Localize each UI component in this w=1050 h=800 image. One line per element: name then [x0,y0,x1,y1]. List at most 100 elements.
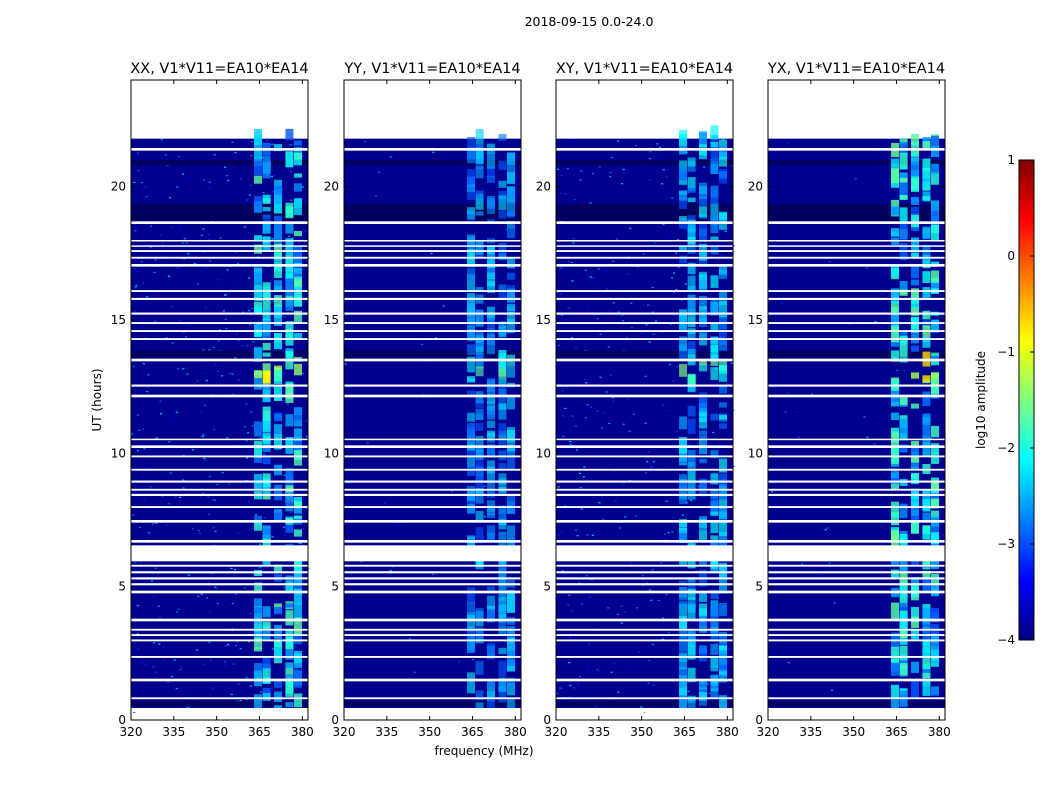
flagged-gap [768,571,945,574]
rfi-streak [699,257,708,265]
noise-pixel [216,483,219,486]
noise-pixel [458,661,461,663]
noise-pixel [707,589,710,591]
noise-pixel [218,350,221,352]
noise-pixel [136,605,139,607]
rfi-streak [498,478,507,495]
y-tick-label: 0 [755,713,763,727]
flagged-gap [131,583,308,586]
noise-pixel [617,311,620,313]
noise-pixel [149,225,153,227]
rfi-streak [719,340,728,351]
colorbar-tick-label: −3 [997,537,1015,551]
rfi-streak [498,567,507,584]
noise-pixel [224,645,228,647]
rfi-streak [687,275,696,291]
noise-pixel [728,686,731,688]
noise-pixel [568,696,572,698]
rfi-streak [719,670,728,676]
rfi-streak [475,190,484,199]
flagged-gap [131,240,308,242]
rfi-streak [475,608,484,619]
rfi-streak [467,412,476,422]
rfi-streak [285,662,294,670]
noise-pixel [571,415,574,417]
rfi-streak [699,679,708,688]
rfi-streak [285,485,294,499]
noise-pixel [647,304,650,306]
noise-pixel [139,526,142,529]
rfi-streak [891,380,900,398]
rfi-streak [274,189,283,195]
rfi-streak [891,699,900,710]
noise-pixel [676,238,680,241]
flagged-gap [556,330,733,332]
noise-pixel [562,435,565,438]
noise-pixel [572,242,575,244]
rfi-streak [699,252,708,261]
rfi-streak [911,307,920,316]
noise-pixel [202,349,205,351]
rfi-streak [467,679,476,694]
rfi-streak [475,151,484,159]
noise-pixel [157,605,160,607]
noise-pixel [249,612,252,615]
rfi-streak [262,297,271,311]
y-tick-label: 20 [748,180,763,194]
noise-pixel [171,305,174,308]
flagged-gap [131,634,308,636]
noise-pixel [580,508,583,510]
rfi-streak [254,582,263,593]
rfi-streak [899,561,908,566]
flagged-gap [768,221,945,224]
rfi-streak [679,522,688,534]
rfi-streak [911,577,920,586]
noise-pixel [562,573,565,575]
rfi-streak [699,417,708,429]
noise-pixel [667,631,670,633]
rfi-streak [262,155,271,161]
rfi-streak [922,512,931,523]
flagged-gap [768,240,945,242]
rfi-streak [899,645,908,660]
rfi-streak [719,415,728,420]
rfi-streak [679,474,688,487]
noise-pixel [135,284,138,286]
rfi-streak [899,503,908,519]
noise-pixel [720,452,724,454]
rfi-streak [710,323,719,331]
rfi-streak [498,403,507,420]
rfi-streak [899,341,908,358]
noise-pixel [276,677,280,679]
x-tick-label: 320 [545,725,568,739]
noise-pixel [671,197,674,199]
noise-pixel [599,333,602,336]
noise-pixel [630,327,633,329]
noise-pixel [180,666,183,668]
noise-pixel [182,331,185,333]
noise-pixel [193,241,197,243]
rfi-streak [699,392,708,409]
noise-pixel [570,336,573,339]
noise-pixel [233,286,237,289]
rfi-streak [262,309,271,325]
flagged-gap [131,506,308,508]
flagged-gap [131,256,308,259]
noise-pixel [564,407,567,410]
flagged-gap [131,297,308,300]
noise-pixel [150,580,154,582]
noise-pixel [866,436,869,438]
noise-pixel [573,140,576,143]
noise-pixel [614,500,617,502]
rfi-streak [262,432,271,444]
x-tick-label: 335 [162,725,185,739]
noise-pixel [611,289,615,291]
noise-pixel [577,683,580,685]
rfi-streak [254,175,263,184]
flagged-gap [344,297,521,300]
noise-pixel [306,436,309,438]
rfi-streak [922,570,931,580]
noise-pixel [427,362,430,364]
rfi-streak [687,470,696,482]
noise-pixel [134,230,137,232]
